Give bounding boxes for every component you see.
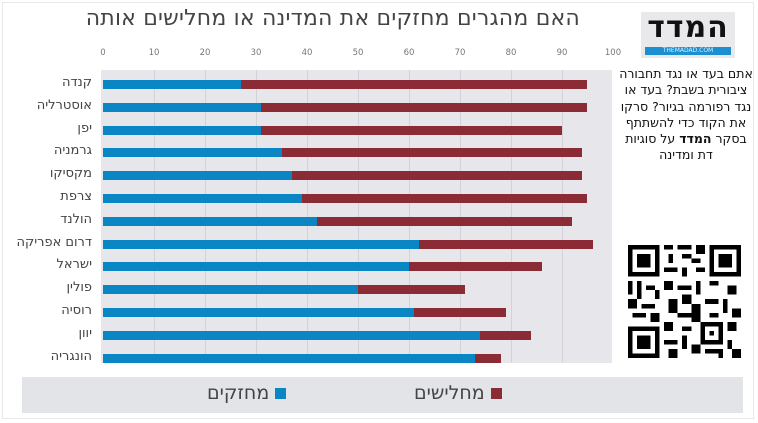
logo-wordmark: המדד bbox=[647, 10, 729, 45]
bar-segment bbox=[281, 148, 583, 158]
gridline bbox=[358, 70, 359, 363]
bar-segment bbox=[103, 330, 481, 340]
gridline bbox=[562, 70, 563, 363]
bar-segment bbox=[409, 262, 542, 272]
bar-segment bbox=[480, 330, 532, 340]
category-label: גרמניה bbox=[53, 143, 92, 159]
gridline bbox=[307, 70, 308, 363]
gridline bbox=[205, 70, 206, 363]
category-label: יוון bbox=[78, 325, 92, 341]
promo-text-part: אתם בעד או נגד תחבורה ציבורית בשבת? בעד … bbox=[619, 66, 753, 147]
legend-label-weaken: מחלישים bbox=[414, 382, 485, 404]
bar-segment bbox=[240, 80, 588, 89]
category-label: אוסטרליה bbox=[36, 97, 92, 113]
legend-swatch-strengthen bbox=[275, 387, 287, 399]
x-tick-label: 80 bbox=[505, 48, 517, 58]
category-label: רוסיה bbox=[61, 303, 92, 318]
category-label: צרפת bbox=[60, 189, 92, 204]
category-label: פולין bbox=[66, 280, 93, 296]
bar-segment bbox=[103, 125, 262, 135]
gridline bbox=[256, 70, 257, 363]
x-tick-label: 100 bbox=[604, 48, 622, 58]
plot-area bbox=[101, 70, 612, 363]
bar-segment bbox=[103, 308, 415, 317]
bar-segment bbox=[103, 80, 241, 89]
x-tick-label: 60 bbox=[403, 48, 415, 58]
hamadad-logo: המדד THEMADAD.COM bbox=[641, 10, 735, 58]
gridline bbox=[460, 70, 461, 363]
bar-segment bbox=[103, 171, 292, 181]
bar-segment bbox=[291, 171, 583, 181]
bar-segment bbox=[301, 194, 588, 203]
promo-text-part: על סוגיות דת ומדינה bbox=[625, 131, 713, 163]
category-label: הונגריה bbox=[50, 348, 92, 364]
category-label: ישראל bbox=[56, 257, 92, 273]
bar-segment bbox=[103, 239, 420, 249]
category-label: יפן bbox=[77, 120, 92, 136]
legend-label-strengthen: מחזקים bbox=[207, 382, 270, 404]
bar-segment bbox=[103, 216, 318, 226]
chart-title: האם מהגרים מחזקים את המדינה או מחלישים א… bbox=[85, 6, 580, 31]
legend-item-strengthen: מחזקים bbox=[207, 382, 287, 404]
gridline bbox=[511, 70, 512, 363]
bar-segment bbox=[419, 239, 593, 249]
bar-segment bbox=[103, 148, 282, 158]
gridline bbox=[154, 70, 155, 363]
bar-segment bbox=[103, 102, 262, 112]
legend-item-weaken: מחלישים bbox=[414, 382, 502, 404]
survey-promo-text: אתם בעד או נגד תחבורה ציבורית בשבת? בעד … bbox=[618, 66, 754, 164]
category-label: דרום אפריקה bbox=[16, 234, 92, 250]
bar-segment bbox=[103, 353, 476, 363]
x-tick-label: 20 bbox=[199, 48, 211, 58]
bar-segment bbox=[103, 285, 358, 295]
bar-segment bbox=[414, 308, 506, 317]
x-tick-label: 30 bbox=[250, 48, 262, 58]
legend-swatch-weaken bbox=[490, 387, 502, 399]
chart-frame bbox=[2, 2, 754, 419]
bar-segment bbox=[261, 125, 562, 135]
category-label: קנדה bbox=[61, 75, 92, 90]
qr-code-icon[interactable] bbox=[628, 245, 741, 358]
legend: מחזקים מחלישים bbox=[22, 377, 743, 413]
x-tick-label: 0 bbox=[100, 48, 106, 58]
x-tick-label: 40 bbox=[301, 48, 313, 58]
bar-segment bbox=[475, 353, 501, 363]
logo-url-bar: THEMADAD.COM bbox=[645, 47, 731, 55]
bar-segment bbox=[261, 102, 588, 112]
bar-segment bbox=[317, 216, 573, 226]
bar-segment bbox=[358, 285, 466, 295]
category-label: מקסיקו bbox=[49, 166, 92, 182]
gridline bbox=[409, 70, 410, 363]
x-tick-label: 70 bbox=[454, 48, 466, 58]
x-tick-label: 90 bbox=[556, 48, 568, 58]
x-tick-label: 10 bbox=[148, 48, 160, 58]
category-label: הולנד bbox=[60, 211, 92, 227]
x-axis-ticks: 0 10 20 30 40 50 60 70 80 90 100 bbox=[100, 48, 621, 62]
bar-segment bbox=[103, 194, 302, 203]
x-tick-label: 50 bbox=[352, 48, 364, 58]
promo-brand: המדד bbox=[679, 131, 712, 147]
bar-segment bbox=[103, 262, 409, 272]
